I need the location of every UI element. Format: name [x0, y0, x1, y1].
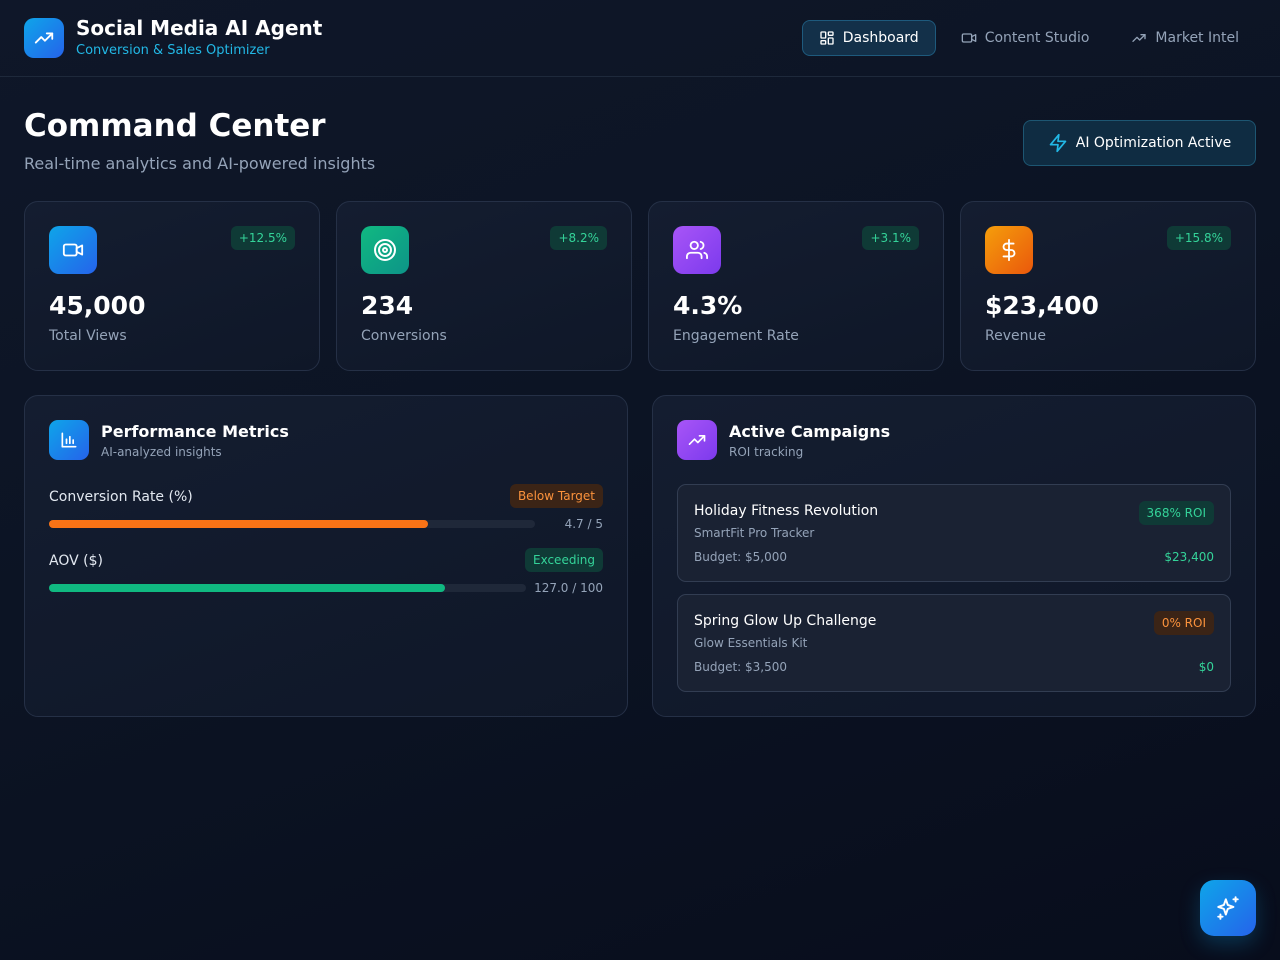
campaign-product: SmartFit Pro Tracker	[694, 526, 815, 540]
panel-icon-box	[49, 420, 89, 460]
metric-label: AOV ($)	[49, 553, 103, 569]
progress-fill	[49, 520, 429, 528]
panel-title: Performance Metrics	[101, 422, 289, 441]
stat-change-badge: +8.2%	[550, 226, 607, 250]
stat-icon-box	[361, 226, 409, 274]
panel-subtitle: ROI tracking	[729, 445, 804, 459]
nav-market-intel[interactable]: Market Intel	[1114, 20, 1256, 56]
top-header: Social Media AI Agent Conversion & Sales…	[0, 0, 1280, 77]
stat-value: 234	[361, 291, 414, 320]
stat-card-engagement: +3.1% 4.3% Engagement Rate	[648, 201, 944, 371]
zap-icon	[1049, 133, 1067, 153]
stat-label: Revenue	[985, 328, 1046, 344]
status-badge: Below Target	[509, 484, 603, 508]
nav-content-studio-label: Content Studio	[984, 30, 1090, 46]
brand: Social Media AI Agent Conversion & Sales…	[76, 16, 322, 60]
roi-badge: 368% ROI	[1138, 501, 1214, 525]
campaign-product: Glow Essentials Kit	[694, 636, 808, 650]
stat-value: 4.3%	[673, 291, 743, 320]
grid-icon	[820, 31, 834, 45]
ai-optimization-button[interactable]: AI Optimization Active	[1023, 120, 1256, 166]
campaign-revenue: $23,400	[1164, 550, 1214, 564]
campaign-revenue: $0	[1198, 660, 1214, 674]
panel-title: Active Campaigns	[729, 422, 891, 441]
ai-optimization-label: AI Optimization Active	[1075, 135, 1232, 151]
nav-dashboard-label: Dashboard	[842, 30, 919, 46]
active-campaigns-panel: Active Campaigns ROI tracking Holiday Fi…	[652, 395, 1256, 717]
trending-up-icon	[1132, 34, 1147, 42]
dollar-icon	[1002, 239, 1016, 261]
campaign-name: Spring Glow Up Challenge	[694, 613, 877, 629]
nav-market-intel-label: Market Intel	[1155, 30, 1239, 46]
stat-value: 45,000	[49, 291, 146, 320]
main-nav: Dashboard Content Studio Market Intel	[801, 20, 1256, 56]
app-logo[interactable]	[24, 18, 64, 58]
page-title: Command Center	[24, 108, 326, 144]
campaign-name: Holiday Fitness Revolution	[694, 503, 879, 519]
video-icon	[961, 33, 977, 43]
bar-chart-icon	[61, 432, 77, 448]
stat-card-revenue: +15.8% $23,400 Revenue	[960, 201, 1256, 371]
roi-badge: 0% ROI	[1153, 611, 1214, 635]
panel-subtitle: AI-analyzed insights	[101, 445, 222, 459]
page-subtitle: Real-time analytics and AI-powered insig…	[24, 154, 376, 173]
stat-change-badge: +15.8%	[1166, 226, 1231, 250]
metric-label: Conversion Rate (%)	[49, 489, 193, 505]
nav-dashboard[interactable]: Dashboard	[801, 20, 936, 56]
stat-card-conversions: +8.2% 234 Conversions	[336, 201, 632, 371]
stat-icon-box	[673, 226, 721, 274]
campaign-card[interactable]: Holiday Fitness Revolution SmartFit Pro …	[677, 484, 1231, 582]
progress-fill	[49, 584, 445, 592]
trending-up-icon	[34, 32, 54, 44]
stat-icon-box	[49, 226, 97, 274]
nav-content-studio[interactable]: Content Studio	[944, 20, 1107, 56]
sparkles-icon	[1217, 896, 1239, 920]
stat-label: Total Views	[49, 328, 127, 344]
trending-up-icon	[688, 435, 706, 445]
stat-value: $23,400	[985, 291, 1099, 320]
ai-assistant-button[interactable]	[1200, 880, 1256, 936]
video-icon	[62, 243, 84, 257]
metric-value: 4.7 / 5	[564, 517, 603, 531]
panel-icon-box	[677, 420, 717, 460]
performance-metrics-panel: Performance Metrics AI-analyzed insights…	[24, 395, 628, 717]
progress-bar	[49, 584, 526, 592]
stat-icon-box	[985, 226, 1033, 274]
stat-change-badge: +12.5%	[230, 226, 295, 250]
campaign-card[interactable]: Spring Glow Up Challenge Glow Essentials…	[677, 594, 1231, 692]
users-icon	[686, 240, 708, 260]
metric-value: 127.0 / 100	[534, 581, 603, 595]
campaign-budget: Budget: $5,000	[694, 550, 788, 564]
app-subtitle: Conversion & Sales Optimizer	[76, 43, 270, 58]
progress-bar	[49, 520, 535, 528]
target-icon	[374, 239, 396, 261]
app-title: Social Media AI Agent	[76, 16, 323, 40]
stat-change-badge: +3.1%	[862, 226, 919, 250]
status-badge: Exceeding	[524, 548, 603, 572]
stat-card-views: +12.5% 45,000 Total Views	[24, 201, 320, 371]
stat-label: Conversions	[361, 328, 447, 344]
stat-label: Engagement Rate	[673, 328, 799, 344]
campaign-budget: Budget: $3,500	[694, 660, 788, 674]
